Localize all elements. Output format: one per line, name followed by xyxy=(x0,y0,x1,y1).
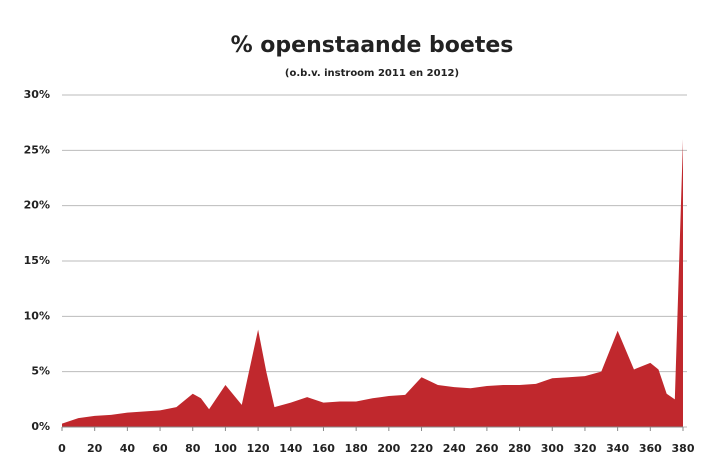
x-tick-label: 360 xyxy=(639,442,662,455)
x-tick-label: 60 xyxy=(152,442,168,455)
x-tick-label: 180 xyxy=(345,442,368,455)
y-tick-label: 15% xyxy=(24,254,50,267)
y-tick-label: 25% xyxy=(24,143,50,156)
x-tick-label: 120 xyxy=(247,442,270,455)
x-tick-label: 320 xyxy=(573,442,596,455)
area xyxy=(62,139,683,427)
x-tick-label: 240 xyxy=(443,442,466,455)
x-tick-label: 140 xyxy=(279,442,302,455)
y-tick-label: 20% xyxy=(24,199,50,212)
x-tick-label: 300 xyxy=(541,442,564,455)
y-tick-label: 0% xyxy=(31,420,50,433)
x-tick-label: 100 xyxy=(214,442,237,455)
x-tick-label: 0 xyxy=(58,442,66,455)
x-tick-label: 200 xyxy=(377,442,400,455)
x-tick-label: 160 xyxy=(312,442,335,455)
y-tick-label: 10% xyxy=(24,309,50,322)
x-tick-label: 280 xyxy=(508,442,531,455)
chart-subtitle: (o.b.v. instroom 2011 en 2012) xyxy=(285,68,459,79)
x-tick-label: 40 xyxy=(120,442,136,455)
x-tick-label: 220 xyxy=(410,442,433,455)
y-tick-label: 30% xyxy=(24,88,50,101)
x-tick-label: 260 xyxy=(475,442,498,455)
x-tick-label: 20 xyxy=(87,442,103,455)
chart-title: % openstaande boetes xyxy=(231,33,514,58)
x-tick-label: 380 xyxy=(672,442,695,455)
x-tick-label: 80 xyxy=(185,442,201,455)
y-tick-label: 5% xyxy=(31,365,50,378)
x-tick-label: 340 xyxy=(606,442,629,455)
